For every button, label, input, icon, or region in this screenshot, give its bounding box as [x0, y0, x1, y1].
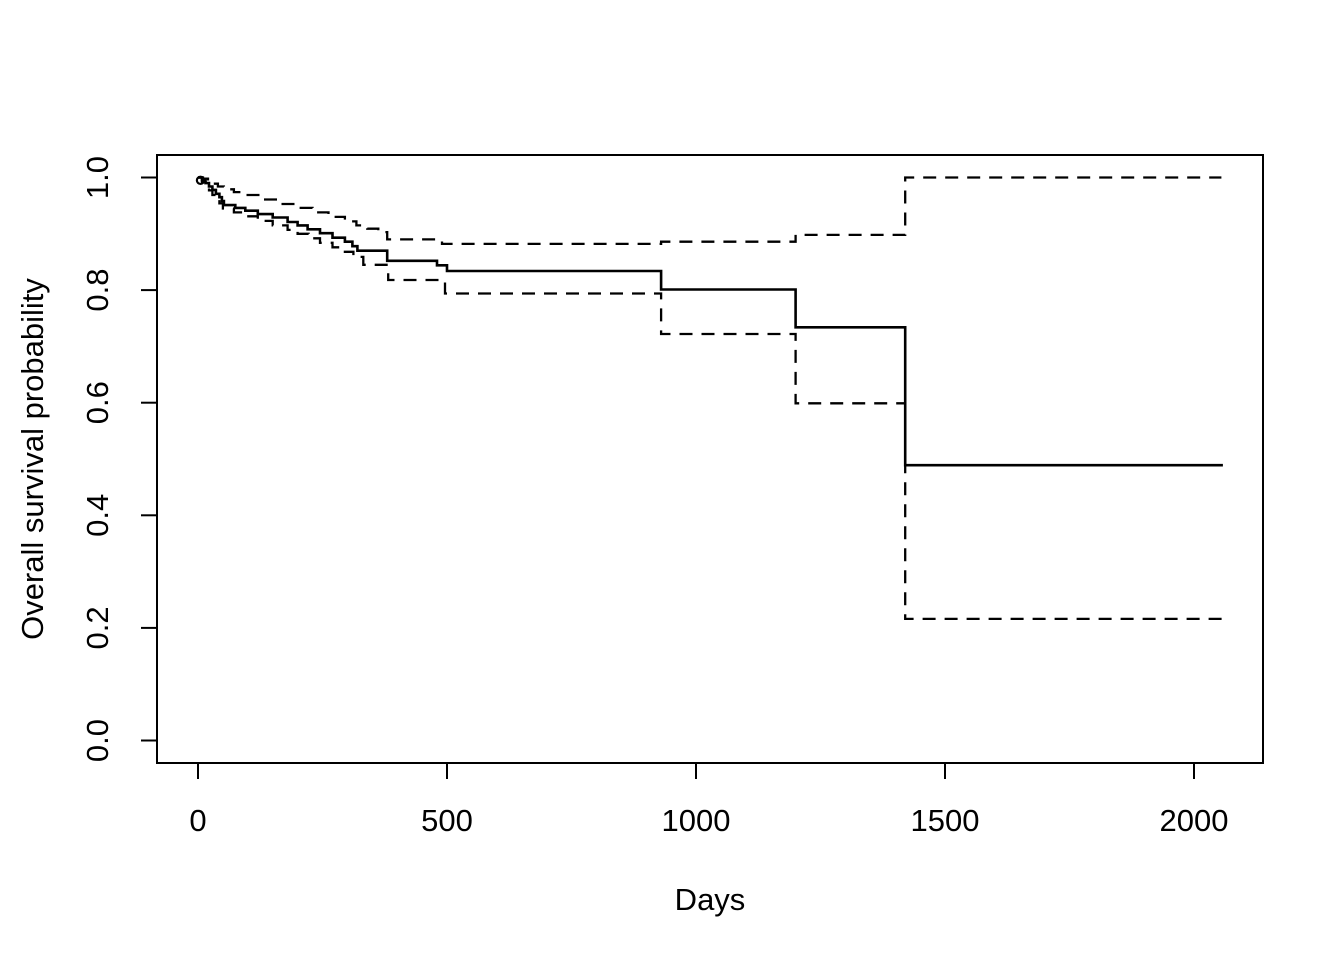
svg-text:0.6: 0.6 [80, 381, 115, 424]
y-axis-title: Overall survival probability [15, 278, 50, 640]
km-survival-curve [198, 176, 1223, 467]
ci-lower-curve [198, 176, 1223, 621]
x-axis-ticks: 0 500 1000 1500 2000 [189, 763, 1228, 838]
plot-box [156, 154, 1264, 764]
svg-text:2000: 2000 [1160, 803, 1229, 838]
svg-text:1500: 1500 [911, 803, 980, 838]
ci-upper-curve [198, 176, 1222, 246]
svg-text:0.2: 0.2 [80, 606, 115, 649]
svg-text:1000: 1000 [662, 803, 731, 838]
svg-text:0.4: 0.4 [80, 494, 115, 537]
y-axis-ticks: 0.0 0.2 0.4 0.6 0.8 1.0 [80, 156, 157, 762]
curve-start-marker [195, 175, 206, 186]
svg-text:0.8: 0.8 [80, 269, 115, 312]
x-axis-title: Days [674, 882, 746, 917]
svg-text:500: 500 [421, 803, 473, 838]
svg-text:0: 0 [189, 803, 206, 838]
svg-text:0.0: 0.0 [80, 719, 115, 762]
svg-text:1.0: 1.0 [80, 156, 115, 199]
